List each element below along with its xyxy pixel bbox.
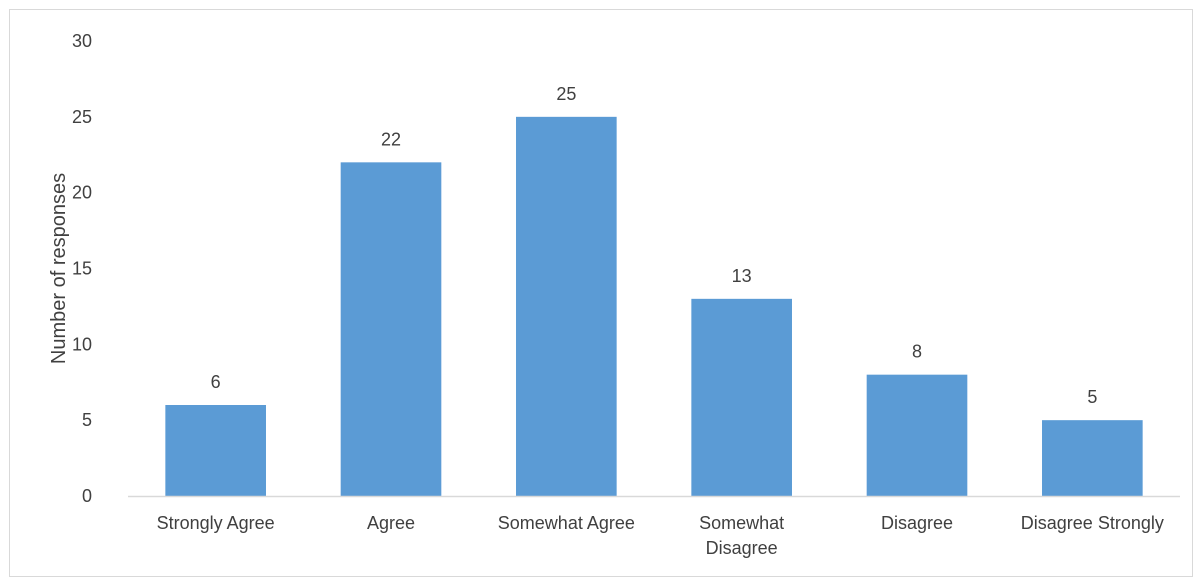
y-tick-label: 5 [82,410,92,430]
data-label: 13 [732,266,752,286]
x-tick-label: Disagree Strongly [1021,513,1164,533]
data-label: 8 [912,342,922,362]
x-tick-label: Strongly Agree [157,513,275,533]
bar [1042,420,1143,496]
data-label: 5 [1087,387,1097,407]
y-tick-label: 30 [72,31,92,51]
bar [340,162,442,497]
bars [165,116,1143,497]
x-tick-label: Agree [367,513,415,533]
y-tick-label: 0 [82,486,92,506]
data-labels: 6 22 25 13 8 5 [211,84,1098,407]
chart-area: 0 5 10 15 20 25 30 6 22 25 13 8 5 Strongly Agree Agr… [9,9,1193,577]
data-label: 22 [381,129,401,149]
bar [165,405,266,496]
y-tick-label: 20 [72,183,92,203]
y-tick-label: 25 [72,107,92,127]
data-label: 25 [556,84,576,104]
y-tick-label: 10 [72,334,92,354]
y-axis-ticks: 0 5 10 15 20 25 30 [72,31,92,506]
y-tick-label: 15 [72,259,92,279]
x-tick-label: Disagree [881,513,953,533]
x-axis-category-labels: Strongly Agree Agree Somewhat Agree Somewha… [157,513,1164,558]
x-tick-label: Somewhat Disagree [699,513,784,558]
x-tick-label: Somewhat Agree [498,513,635,533]
bar [516,116,617,496]
bar [866,374,968,496]
bar-chart: 0 5 10 15 20 25 30 6 22 25 13 8 5 Strongly Agree Agr… [48,31,1180,558]
bar [691,298,792,496]
y-axis-title: Number of responses [48,173,70,364]
data-label: 6 [211,372,221,392]
